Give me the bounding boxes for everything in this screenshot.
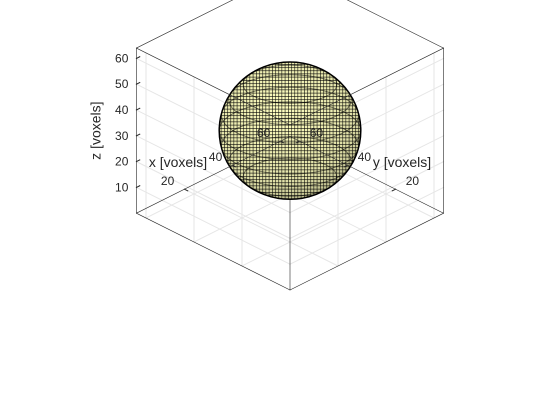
voxel-layer-ring bbox=[242, 64, 338, 104]
y-tick-label: 20 bbox=[406, 174, 420, 188]
y-axis-label: y [voxels] bbox=[373, 154, 431, 170]
z-tick bbox=[135, 56, 141, 60]
z-tick-label: 10 bbox=[115, 180, 129, 194]
box-edge bbox=[135, 47, 291, 126]
z-tick bbox=[135, 185, 141, 189]
x-tick bbox=[231, 164, 237, 168]
z-tick-label: 40 bbox=[115, 103, 129, 117]
box-edge bbox=[289, 47, 445, 126]
z-tick bbox=[135, 159, 141, 163]
z-tick-label: 50 bbox=[115, 77, 129, 91]
voxel-sphere bbox=[218, 61, 362, 201]
voxel-layer-ring bbox=[220, 86, 360, 144]
y-tick bbox=[391, 188, 397, 192]
box-edge bbox=[289, 135, 445, 214]
tick-labels: 20 40 60 20 40 60 10 20 30 40 50 60 bbox=[115, 51, 419, 194]
grid-line-z-wall-y0 bbox=[289, 135, 445, 214]
voxel-layer-ring bbox=[220, 117, 360, 175]
x-axis-label: x [voxels] bbox=[149, 154, 207, 170]
grid-line-z-wall-x0 bbox=[135, 160, 291, 240]
y-tick bbox=[343, 164, 349, 168]
z-tick-label: 30 bbox=[115, 129, 129, 143]
y-tick bbox=[295, 140, 301, 144]
x-tick-label: 20 bbox=[161, 174, 175, 188]
grid-line-z-wall-y0 bbox=[289, 160, 445, 240]
x-tick bbox=[183, 188, 189, 192]
x-tick-label: 40 bbox=[209, 150, 223, 164]
box-edge bbox=[135, 0, 234, 49]
grid-line-z-wall-x0 bbox=[135, 135, 291, 214]
y-tick-label: 40 bbox=[358, 150, 372, 164]
tick-marks bbox=[135, 56, 397, 192]
z-tick bbox=[135, 81, 141, 85]
voxel-layer-ring bbox=[218, 101, 362, 160]
z-tick-label: 20 bbox=[115, 155, 129, 169]
z-tick bbox=[135, 133, 141, 137]
box-edge bbox=[289, 212, 445, 291]
sphere-shading bbox=[219, 62, 361, 200]
axes-box-front bbox=[135, 0, 445, 214]
z-tick bbox=[135, 107, 141, 111]
box-edge bbox=[346, 0, 445, 49]
y-tick-label: 60 bbox=[310, 126, 324, 140]
box-edge bbox=[135, 212, 291, 291]
x-tick-label: 60 bbox=[257, 126, 271, 140]
z-axis-label: z [voxels] bbox=[87, 101, 103, 159]
z-tick-label: 60 bbox=[115, 51, 129, 65]
x-tick bbox=[279, 140, 285, 144]
box-edge bbox=[135, 135, 291, 214]
voxel-layer-ring bbox=[242, 157, 338, 197]
